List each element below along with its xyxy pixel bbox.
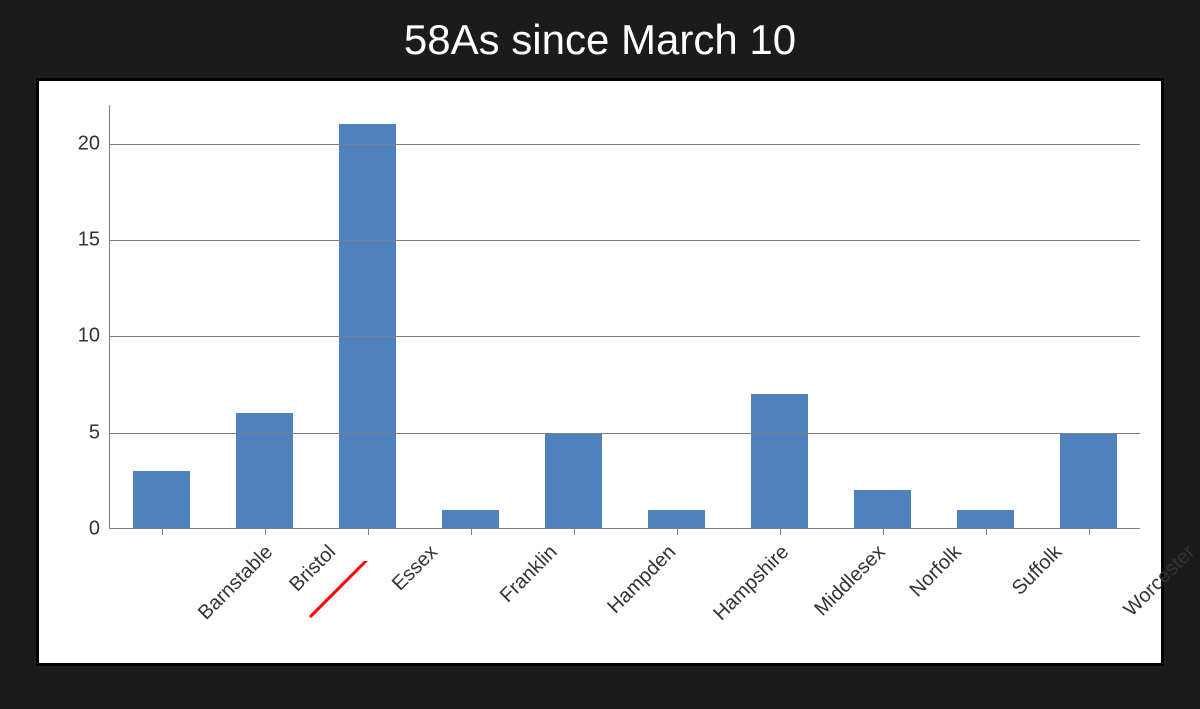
y-tick-label: 10 bbox=[78, 325, 110, 348]
gridline bbox=[110, 240, 1140, 241]
y-tick-label: 5 bbox=[89, 421, 110, 444]
x-tick bbox=[471, 529, 472, 535]
x-tick-label: Bristol bbox=[285, 541, 341, 597]
bar bbox=[957, 510, 1015, 529]
y-tick-label: 0 bbox=[89, 518, 110, 541]
bar bbox=[648, 510, 706, 529]
x-tick bbox=[368, 529, 369, 535]
x-tick-label: Barnstable bbox=[194, 541, 278, 625]
y-tick-label: 20 bbox=[78, 132, 110, 155]
x-tick bbox=[162, 529, 163, 535]
x-tick-label: Franklin bbox=[495, 541, 562, 608]
x-tick bbox=[677, 529, 678, 535]
bar bbox=[1060, 433, 1118, 529]
x-tick bbox=[883, 529, 884, 535]
x-tick bbox=[1089, 529, 1090, 535]
bar bbox=[751, 394, 809, 529]
slide-title: 58As since March 10 bbox=[404, 16, 796, 64]
bar bbox=[854, 490, 912, 529]
x-tick bbox=[265, 529, 266, 535]
bar bbox=[339, 124, 397, 529]
x-tick-label: Essex bbox=[387, 541, 442, 596]
bars-layer bbox=[110, 105, 1140, 529]
x-tick bbox=[574, 529, 575, 535]
gridline bbox=[110, 144, 1140, 145]
x-tick-label: Hampshire bbox=[709, 541, 794, 626]
chart-frame: 0 5 10 15 20 BarnstableBristol Essex Franklin Ha… bbox=[36, 78, 1164, 666]
slide: 58As since March 10 0 5 10 15 20 BarnstableBr… bbox=[0, 0, 1200, 709]
plot-area: 05101520BarnstableBristolEssexFranklinHa… bbox=[109, 105, 1140, 529]
x-tick-label: Suffolk bbox=[1007, 541, 1066, 600]
gridline bbox=[110, 433, 1140, 434]
y-tick-label: 15 bbox=[78, 228, 110, 251]
bar bbox=[133, 471, 191, 529]
x-tick-label: Middlesex bbox=[810, 541, 890, 621]
bar bbox=[442, 510, 500, 529]
bar bbox=[236, 413, 294, 529]
gridline bbox=[110, 336, 1140, 337]
x-tick bbox=[780, 529, 781, 535]
x-tick-label: Norfolk bbox=[905, 541, 966, 602]
x-tick-label: Worcester bbox=[1119, 541, 1199, 621]
bar bbox=[545, 433, 603, 529]
x-tick bbox=[986, 529, 987, 535]
x-tick-label: Hampden bbox=[603, 541, 681, 619]
